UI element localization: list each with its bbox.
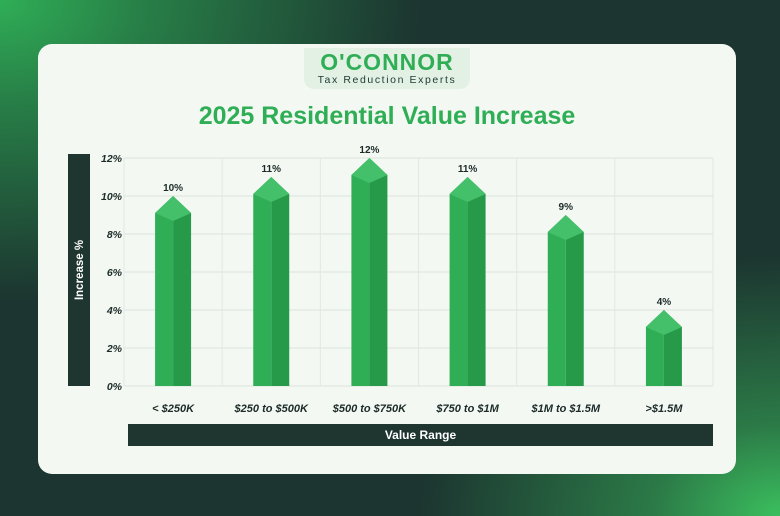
y-tick-label: 6% (107, 267, 123, 279)
y-axis-title: Increase % (74, 240, 86, 300)
logo-badge: O'CONNOR Tax Reduction Experts (303, 48, 471, 89)
logo-tagline: Tax Reduction Experts (317, 74, 457, 86)
x-tick-label: >$1.5M (645, 403, 683, 415)
bar (253, 177, 290, 386)
x-tick-label: $250 to $500K (234, 403, 309, 415)
logo-name: O'CONNOR (320, 49, 454, 75)
chart-title: 2025 Residential Value Increase (198, 102, 576, 130)
x-axis-title: Value Range (128, 424, 713, 446)
y-tick-label: 8% (107, 229, 123, 241)
bar (155, 196, 192, 386)
data-label: 11% (458, 164, 478, 175)
x-tick-label: $750 to $1M (435, 403, 499, 415)
chart-card: O'CONNOR Tax Reduction Experts 2025 Resi… (38, 44, 736, 474)
bar (351, 158, 388, 386)
x-tick-label: < $250K (152, 403, 195, 415)
data-label: 11% (262, 164, 282, 175)
logo: O'CONNOR Tax Reduction Experts (38, 48, 736, 92)
data-label: 4% (657, 297, 672, 308)
bar (449, 177, 486, 386)
y-tick-label: 4% (106, 305, 123, 317)
data-label: 12% (359, 145, 379, 156)
y-tick-label: 12% (101, 153, 123, 165)
y-axis-band (68, 154, 90, 386)
bar-chart: Increase % 0% 2% 4% 6% 8% 10% 12% 10% 11% 12% 11%… (68, 145, 714, 415)
bar (547, 215, 584, 386)
data-label: 10% (163, 183, 183, 194)
x-tick-label: $1M to $1.5M (531, 403, 601, 415)
y-tick-label: 10% (101, 191, 123, 203)
data-label: 9% (559, 202, 574, 213)
x-tick-label: $500 to $750K (332, 403, 407, 415)
y-tick-label: 2% (106, 343, 123, 355)
bar (645, 310, 682, 386)
y-tick-label: 0% (107, 381, 123, 393)
